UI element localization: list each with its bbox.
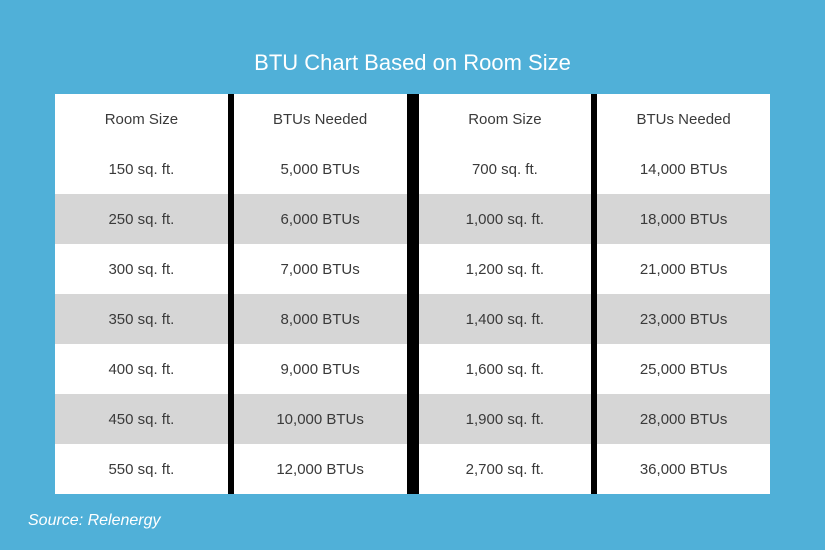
table-cell: 300 sq. ft. xyxy=(55,244,228,294)
table-cell: 12,000 BTUs xyxy=(234,444,407,494)
column-header: BTUs Needed xyxy=(597,94,770,144)
table-cell: 10,000 BTUs xyxy=(234,394,407,444)
table-cell: 150 sq. ft. xyxy=(55,144,228,194)
table-cell: 450 sq. ft. xyxy=(55,394,228,444)
btu-table: Room Size 150 sq. ft. 250 sq. ft. 300 sq… xyxy=(55,94,770,494)
table-cell: 400 sq. ft. xyxy=(55,344,228,394)
col-room-size-2: Room Size 700 sq. ft. 1,000 sq. ft. 1,20… xyxy=(419,94,592,494)
table-cell: 9,000 BTUs xyxy=(234,344,407,394)
table-cell: 6,000 BTUs xyxy=(234,194,407,244)
chart-title: BTU Chart Based on Room Size xyxy=(55,40,770,94)
col-room-size-1: Room Size 150 sq. ft. 250 sq. ft. 300 sq… xyxy=(55,94,228,494)
table-cell: 21,000 BTUs xyxy=(597,244,770,294)
table-cell: 1,200 sq. ft. xyxy=(419,244,592,294)
table-cell: 28,000 BTUs xyxy=(597,394,770,444)
table-cell: 1,600 sq. ft. xyxy=(419,344,592,394)
table-cell: 5,000 BTUs xyxy=(234,144,407,194)
table-cell: 1,400 sq. ft. xyxy=(419,294,592,344)
column-header: Room Size xyxy=(419,94,592,144)
table-cell: 1,000 sq. ft. xyxy=(419,194,592,244)
table-cell: 1,900 sq. ft. xyxy=(419,394,592,444)
column-separator-thick xyxy=(407,94,419,494)
table-cell: 700 sq. ft. xyxy=(419,144,592,194)
table-cell: 25,000 BTUs xyxy=(597,344,770,394)
table-cell: 2,700 sq. ft. xyxy=(419,444,592,494)
table-cell: 36,000 BTUs xyxy=(597,444,770,494)
column-header: BTUs Needed xyxy=(234,94,407,144)
table-cell: 18,000 BTUs xyxy=(597,194,770,244)
table-cell: 7,000 BTUs xyxy=(234,244,407,294)
btu-chart: BTU Chart Based on Room Size Room Size 1… xyxy=(55,40,770,494)
table-cell: 14,000 BTUs xyxy=(597,144,770,194)
table-cell: 23,000 BTUs xyxy=(597,294,770,344)
col-btus-1: BTUs Needed 5,000 BTUs 6,000 BTUs 7,000 … xyxy=(234,94,407,494)
table-cell: 250 sq. ft. xyxy=(55,194,228,244)
table-cell: 8,000 BTUs xyxy=(234,294,407,344)
column-header: Room Size xyxy=(55,94,228,144)
col-btus-2: BTUs Needed 14,000 BTUs 18,000 BTUs 21,0… xyxy=(597,94,770,494)
table-cell: 550 sq. ft. xyxy=(55,444,228,494)
table-cell: 350 sq. ft. xyxy=(55,294,228,344)
source-label: Source: Relenergy xyxy=(28,512,161,530)
